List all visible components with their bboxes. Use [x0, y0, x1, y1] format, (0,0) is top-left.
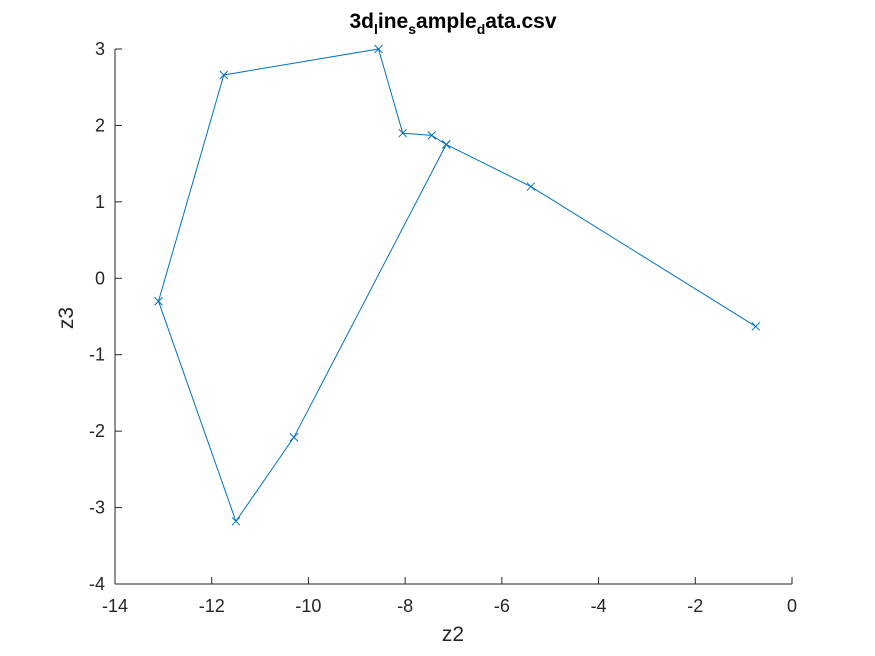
- data-point: [427, 131, 437, 140]
- x-tick-label: -12: [199, 596, 225, 616]
- data-point: [374, 44, 383, 54]
- series-line: [157, 48, 756, 523]
- title-part-6: ata.csv: [485, 10, 557, 33]
- chart-title: 3dlinesampledata.csv: [349, 10, 556, 37]
- data-point: [398, 128, 408, 138]
- series-markers: [154, 44, 761, 526]
- y-tick-label: -4: [89, 574, 105, 594]
- data-point: [289, 432, 299, 442]
- axes: [114, 49, 792, 585]
- y-tick-label: 2: [95, 115, 105, 135]
- x-tick-label: -6: [494, 596, 510, 616]
- x-axis-label: z2: [442, 623, 464, 646]
- x-tick-label: 0: [787, 596, 797, 616]
- y-tick-label: 3: [95, 39, 105, 59]
- y-tick-label: 0: [95, 268, 105, 288]
- data-point: [231, 516, 241, 526]
- y-tick-label: -2: [89, 421, 105, 441]
- x-tick-label: -4: [591, 596, 607, 616]
- title-part-3: s: [408, 21, 416, 37]
- y-tick-label: -1: [89, 345, 105, 365]
- y-axis-label: z3: [55, 307, 78, 329]
- title-part-5: d: [477, 21, 486, 37]
- y-ticks: -4 -3 -2 -1 0 1 2 3: [89, 39, 122, 594]
- title-part-2: ine: [378, 10, 408, 33]
- x-tick-label: -8: [397, 596, 413, 616]
- x-tick-label: -10: [295, 596, 321, 616]
- x-tick-label: -14: [102, 596, 128, 616]
- x-ticks: -14 -12 -10 -8 -6 -4 -2 0: [102, 577, 797, 616]
- title-part-0: 3d: [349, 10, 374, 33]
- y-tick-label: -3: [89, 498, 105, 518]
- title-part-1: l: [374, 21, 378, 37]
- data-point: [526, 182, 536, 191]
- plot-area: [154, 44, 761, 526]
- x-tick-label: -2: [687, 596, 703, 616]
- title-part-4: ample: [416, 10, 477, 33]
- data-point: [751, 322, 761, 331]
- y-tick-label: 1: [95, 192, 105, 212]
- data-point: [154, 296, 163, 306]
- data-point: [219, 70, 229, 80]
- data-point: [441, 140, 451, 149]
